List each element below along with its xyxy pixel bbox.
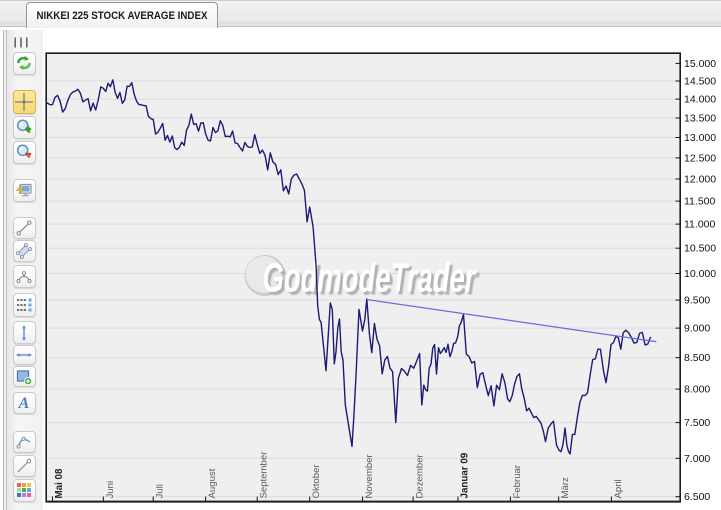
svg-text:Februar: Februar <box>512 464 523 498</box>
svg-text:11.500: 11.500 <box>684 196 715 208</box>
svg-text:November: November <box>364 453 375 498</box>
svg-text:Mai 08: Mai 08 <box>54 468 65 499</box>
svg-text:14.000: 14.000 <box>684 94 716 106</box>
svg-text:Oktober: Oktober <box>311 464 322 499</box>
svg-text:Juni: Juni <box>105 481 116 499</box>
svg-text:9.500: 9.500 <box>684 295 710 307</box>
svg-text:11.000: 11.000 <box>684 219 715 231</box>
svg-text:GodmodeTrader: GodmodeTrader <box>263 255 477 301</box>
svg-text:12.500: 12.500 <box>684 152 716 164</box>
svg-text:März: März <box>560 477 571 499</box>
svg-text:7.000: 7.000 <box>684 453 710 465</box>
svg-text:8.500: 8.500 <box>684 352 710 364</box>
svg-text:Juli: Juli <box>155 484 166 498</box>
svg-text:August: August <box>207 468 218 498</box>
svg-text:10.500: 10.500 <box>684 243 716 255</box>
svg-text:April: April <box>613 479 624 498</box>
svg-text:13.500: 13.500 <box>684 113 716 125</box>
svg-text:12.000: 12.000 <box>684 174 716 186</box>
svg-text:9.000: 9.000 <box>684 323 710 335</box>
svg-text:Dezember: Dezember <box>415 453 426 498</box>
svg-text:15.000: 15.000 <box>684 58 716 70</box>
svg-text:6.500: 6.500 <box>684 491 710 503</box>
svg-text:7.500: 7.500 <box>684 417 710 429</box>
svg-text:September: September <box>259 451 270 499</box>
svg-text:8.000: 8.000 <box>684 384 710 396</box>
svg-text:Januar 09: Januar 09 <box>460 452 471 498</box>
svg-text:14.500: 14.500 <box>684 76 716 88</box>
svg-text:13.000: 13.000 <box>684 132 716 144</box>
svg-text:GodmodeTrader: GodmodeTrader <box>265 257 479 303</box>
svg-text:A: A <box>18 395 30 412</box>
svg-text:10.000: 10.000 <box>684 268 716 280</box>
